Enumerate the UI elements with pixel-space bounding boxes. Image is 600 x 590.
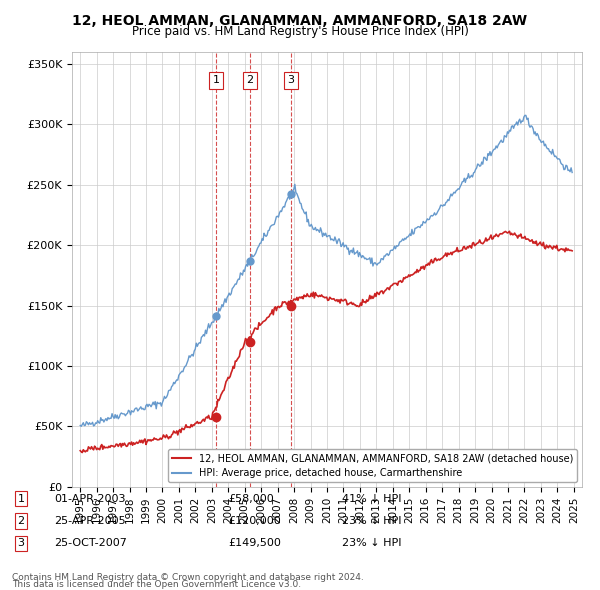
Text: 3: 3 <box>17 539 25 548</box>
Text: 23% ↓ HPI: 23% ↓ HPI <box>342 539 401 548</box>
Text: Price paid vs. HM Land Registry's House Price Index (HPI): Price paid vs. HM Land Registry's House … <box>131 25 469 38</box>
Text: This data is licensed under the Open Government Licence v3.0.: This data is licensed under the Open Gov… <box>12 581 301 589</box>
Text: 23% ↓ HPI: 23% ↓ HPI <box>342 516 401 526</box>
Text: 2: 2 <box>247 75 254 85</box>
Text: 01-APR-2003: 01-APR-2003 <box>54 494 125 503</box>
Text: 12, HEOL AMMAN, GLANAMMAN, AMMANFORD, SA18 2AW: 12, HEOL AMMAN, GLANAMMAN, AMMANFORD, SA… <box>73 14 527 28</box>
Text: 25-OCT-2007: 25-OCT-2007 <box>54 539 127 548</box>
Legend: 12, HEOL AMMAN, GLANAMMAN, AMMANFORD, SA18 2AW (detached house), HPI: Average pr: 12, HEOL AMMAN, GLANAMMAN, AMMANFORD, SA… <box>168 449 577 482</box>
Text: 41% ↓ HPI: 41% ↓ HPI <box>342 494 401 503</box>
Text: 3: 3 <box>287 75 295 85</box>
Text: 2: 2 <box>17 516 25 526</box>
Text: £58,000: £58,000 <box>228 494 274 503</box>
Text: 1: 1 <box>17 494 25 503</box>
Text: £149,500: £149,500 <box>228 539 281 548</box>
Text: 1: 1 <box>212 75 220 85</box>
Text: 25-APR-2005: 25-APR-2005 <box>54 516 125 526</box>
Text: £120,000: £120,000 <box>228 516 281 526</box>
Text: Contains HM Land Registry data © Crown copyright and database right 2024.: Contains HM Land Registry data © Crown c… <box>12 573 364 582</box>
